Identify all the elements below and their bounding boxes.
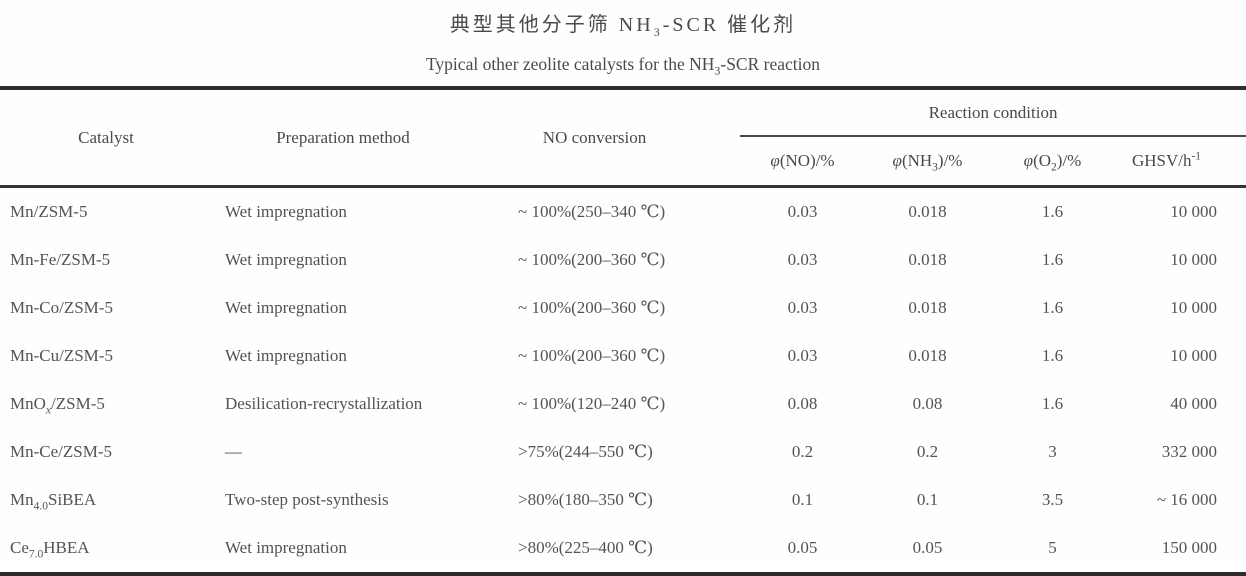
table-row: Mn/ZSM-5 Wet impregnation ~ 100%(250–340 ℃… xyxy=(0,187,1246,237)
table-cell: ~ 100%(200–360 ℃) xyxy=(518,346,666,365)
table-title-chinese: 典型其他分子筛 NH3-SCR 催化剂 xyxy=(449,14,797,39)
table-cell: Wet impregnation xyxy=(225,298,347,317)
table-cell: 1.6 xyxy=(1041,250,1064,269)
table-row: Mn-Ce/ZSM-5 — >75%(244–550 ℃) 0.2 0.2 3 332 00… xyxy=(0,428,1246,476)
catalyst-table: Catalyst Preparation method NO conversio… xyxy=(0,86,1246,576)
table-cell: 0.08 xyxy=(912,394,943,413)
table-cell: 0.08 xyxy=(787,394,818,413)
table-cell: Wet impregnation xyxy=(225,346,347,365)
table-cell: 10 000 xyxy=(1170,202,1218,221)
col-header-ghsv: GHSV/h-1 xyxy=(1115,136,1246,188)
table-row: Mn-Co/ZSM-5 Wet impregnation ~ 100%(200–36… xyxy=(0,284,1246,332)
table-cell: ~ 100%(200–360 ℃) xyxy=(518,298,666,317)
col-group-header-reaction-condition: Reaction condition xyxy=(740,88,1246,137)
table-cell: 10 000 xyxy=(1170,346,1218,365)
col-header-no-conversion: NO conversion xyxy=(474,88,740,188)
col-header-catalyst: Catalyst xyxy=(0,88,212,188)
header-row-top: Catalyst Preparation method NO conversio… xyxy=(0,88,1246,188)
table-cell: 0.05 xyxy=(787,538,818,557)
table-cell: 0.018 xyxy=(908,250,947,269)
table-cell: Wet impregnation xyxy=(225,250,347,269)
table-cell: 10 000 xyxy=(1170,250,1218,269)
table-cell: ~ 16 000 xyxy=(1156,490,1218,509)
table-cell: 0.1 xyxy=(791,490,814,509)
table-cell: >80%(180–350 ℃) xyxy=(518,490,653,509)
table-cell: 5 xyxy=(1048,538,1057,557)
col-header-phi-nh3: φ(NH3)/% xyxy=(865,136,990,188)
table-cell: Mn-Co/ZSM-5 xyxy=(10,298,113,317)
table-body: Mn/ZSM-5 Wet impregnation ~ 100%(250–340 ℃… xyxy=(0,187,1246,575)
table-cell: Wet impregnation xyxy=(225,538,347,557)
table-cell: 40 000 xyxy=(1170,394,1218,413)
table-cell: Mn-Ce/ZSM-5 xyxy=(10,442,112,461)
table-cell: 0.2 xyxy=(791,442,814,461)
col-header-phi-no: φ(NO)/% xyxy=(740,136,865,188)
table-header: Catalyst Preparation method NO conversio… xyxy=(0,88,1246,188)
table-cell: 0.2 xyxy=(916,442,939,461)
table-cell: ~ 100%(120–240 ℃) xyxy=(518,394,666,413)
table-cell: >80%(225–400 ℃) xyxy=(518,538,653,557)
table-cell: 3 xyxy=(1048,442,1057,461)
table-cell: >75%(244–550 ℃) xyxy=(518,442,653,461)
table-cell: 332 000 xyxy=(1161,442,1218,461)
table-row: Mn-Fe/ZSM-5 Wet impregnation ~ 100%(200–36… xyxy=(0,236,1246,284)
table-cell: MnOx/ZSM-5 xyxy=(10,394,105,417)
table-row: Mn4.0SiBEA Two-step post-synthesis >80%(18… xyxy=(0,476,1246,524)
table-cell: Mn-Fe/ZSM-5 xyxy=(10,250,111,269)
col-header-phi-o2: φ(O2)/% xyxy=(990,136,1115,188)
table-title-english: Typical other zeolite catalysts for the … xyxy=(425,54,821,78)
header-row-sub: φ(NO)/% φ(NH3)/% φ(O2)/% GHSV/h-1 xyxy=(0,136,1246,188)
table-row: Mn-Cu/ZSM-5 Wet impregnation ~ 100%(200–36… xyxy=(0,332,1246,380)
table-cell: 0.018 xyxy=(908,346,947,365)
table-cell: Mn4.0SiBEA xyxy=(10,490,97,513)
table-cell: Mn-Cu/ZSM-5 xyxy=(10,346,113,365)
table-cell: 0.03 xyxy=(787,346,818,365)
table-cell: 10 000 xyxy=(1170,298,1218,317)
table-cell: 150 000 xyxy=(1161,538,1218,557)
table-cell: 1.6 xyxy=(1041,202,1064,221)
table-cell: 0.03 xyxy=(787,202,818,221)
table-cell: 0.03 xyxy=(787,298,818,317)
paper-table-figure: 典型其他分子筛 NH3-SCR 催化剂 Typical other zeolit… xyxy=(0,14,1246,576)
table-cell: 0.03 xyxy=(787,250,818,269)
table-cell: Ce7.0HBEA xyxy=(10,538,90,561)
table-cell: 0.1 xyxy=(916,490,939,509)
table-cell: 0.05 xyxy=(912,538,943,557)
table-cell: — xyxy=(225,442,242,461)
table-cell: Desilication-recrystallization xyxy=(225,394,423,413)
table-row: MnOx/ZSM-5 Desilication-recrystallization… xyxy=(0,380,1246,428)
table-cell: 1.6 xyxy=(1041,298,1064,317)
table-cell: 3.5 xyxy=(1041,490,1064,509)
table-cell: 0.018 xyxy=(908,202,947,221)
col-header-preparation-method: Preparation method xyxy=(212,88,474,188)
table-cell: ~ 100%(200–360 ℃) xyxy=(518,250,666,269)
table-cell: 1.6 xyxy=(1041,394,1064,413)
table-cell: Mn/ZSM-5 xyxy=(10,202,88,221)
table-cell: ~ 100%(250–340 ℃) xyxy=(518,202,666,221)
table-cell: 0.018 xyxy=(908,298,947,317)
table-row: Ce7.0HBEA Wet impregnation >80%(225–400 ℃)… xyxy=(0,524,1246,574)
table-cell: Wet impregnation xyxy=(225,202,347,221)
table-cell: Two-step post-synthesis xyxy=(225,490,389,509)
table-cell: 1.6 xyxy=(1041,346,1064,365)
